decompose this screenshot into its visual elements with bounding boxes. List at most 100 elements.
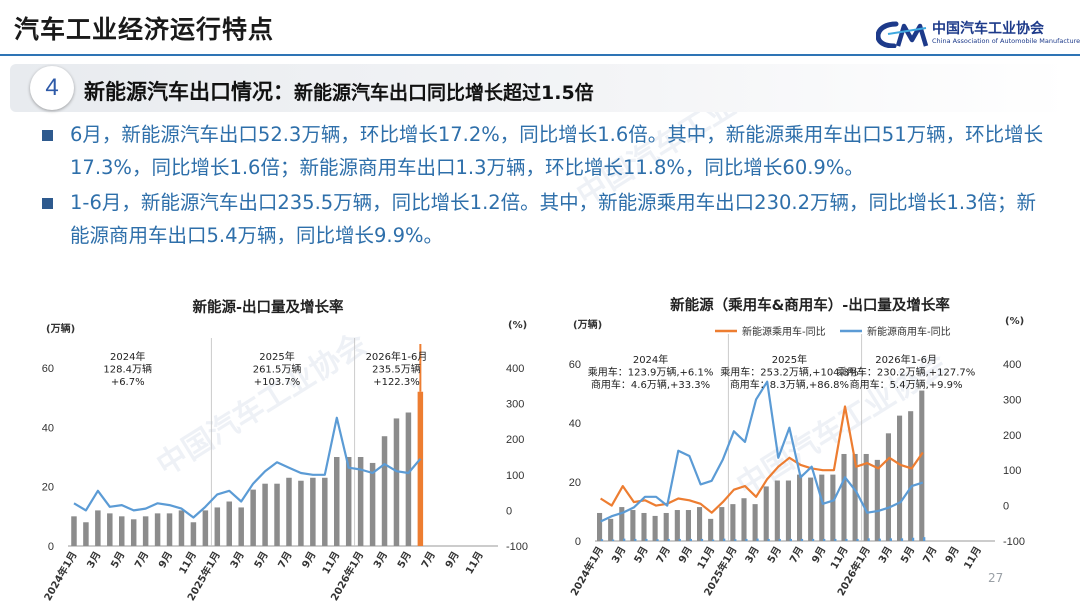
bar xyxy=(274,483,280,546)
bar xyxy=(774,480,780,541)
x-tick-label: 9月 xyxy=(943,545,962,566)
y-right-tick-label: 300 xyxy=(1003,394,1021,406)
bar xyxy=(393,418,400,546)
bar-secondary xyxy=(689,538,692,541)
bar-secondary xyxy=(645,538,648,541)
bar xyxy=(154,513,161,546)
annotation-text: +122.3% xyxy=(373,377,420,388)
bullet-square-icon xyxy=(42,198,53,209)
bar xyxy=(797,474,803,541)
annotation-text: 乘用车：123.9万辆,+6.1% xyxy=(588,366,714,379)
x-tick-label: 11月 xyxy=(320,550,342,577)
bar xyxy=(630,510,636,541)
bar-secondary xyxy=(600,539,604,541)
annotation-text: 235.5万辆 xyxy=(372,363,421,376)
y-right-tick-label: -100 xyxy=(506,541,528,553)
bar xyxy=(95,510,101,546)
bar-secondary xyxy=(734,539,737,541)
y-left-tick-label: 20 xyxy=(569,477,581,489)
x-tick-label: 9月 xyxy=(809,545,828,566)
x-tick-label: 3月 xyxy=(876,545,895,566)
y-left-unit-label: (万辆) xyxy=(573,318,602,331)
bullet-text: 1-6月，新能源汽车出口235.5万辆，同比增长1.2倍。其中，新能源乘用车出口… xyxy=(70,191,1037,247)
chart-nev-passenger-commercial: 新能源（乘用车&商用车）-出口量及增长率 (万辆) (%) 0 20 40 60 -100 0 1… xyxy=(555,290,1070,602)
chart-nev-exports: 新能源-出口量及增长率 (万辆) (%) 0 20 40 60 -100 0 100 200 300 4… xyxy=(28,290,528,603)
bar-secondary xyxy=(745,538,748,541)
bar xyxy=(741,498,747,541)
bar-secondary xyxy=(867,538,870,541)
bar xyxy=(322,477,328,546)
bar xyxy=(417,391,424,546)
bar-secondary xyxy=(611,539,615,541)
x-tick-label: 11月 xyxy=(177,550,199,577)
bar-secondary xyxy=(767,538,770,541)
bar xyxy=(785,480,791,541)
bar-secondary xyxy=(756,538,759,541)
x-tick-label: 7月 xyxy=(132,550,151,571)
y-right-tick-label: 100 xyxy=(506,470,524,482)
bar xyxy=(119,516,125,546)
x-tick-label: 9月 xyxy=(300,550,319,571)
bar-secondary xyxy=(834,538,837,541)
annotation-text: 2026年1-6月 xyxy=(875,353,937,366)
bar xyxy=(697,507,703,541)
bar-secondary xyxy=(778,538,781,541)
bar xyxy=(852,453,858,541)
legend-label: 新能源商用车-同比 xyxy=(867,325,951,338)
commercial-growth-line xyxy=(600,380,924,523)
title-bar: 汽车工业经济运行特点 中国汽车工业协会 China Association of… xyxy=(0,0,1080,62)
bar xyxy=(841,453,847,541)
x-tick-label: 9月 xyxy=(676,545,695,566)
bar xyxy=(202,510,209,546)
bar-secondary xyxy=(656,539,659,541)
bar-secondary xyxy=(678,538,681,541)
x-tick-label: 3月 xyxy=(371,550,390,571)
bar xyxy=(885,433,891,541)
bar-secondary xyxy=(789,538,792,541)
annotation-text: 2025年 xyxy=(259,350,294,363)
bar xyxy=(310,477,316,546)
bar xyxy=(286,477,292,546)
x-tick-label: 5月 xyxy=(632,545,651,566)
bar-secondary xyxy=(800,538,804,541)
annotation-text: +6.7% xyxy=(111,377,145,388)
bar xyxy=(919,390,925,541)
x-tick-label: 3月 xyxy=(609,545,628,566)
x-tick-label: 2024年1月 xyxy=(567,544,606,598)
x-tick-label: 2024年1月 xyxy=(41,549,80,603)
x-tick-label: 7月 xyxy=(276,550,295,571)
section-heading-main: 新能源汽车出口情况： xyxy=(84,80,294,104)
bar xyxy=(357,457,364,546)
y-left-unit-label: (万辆) xyxy=(46,322,75,335)
section-number: 4 xyxy=(30,66,74,110)
bar xyxy=(619,507,625,541)
bar-secondary xyxy=(711,539,715,541)
caam-logo-icon xyxy=(876,21,929,48)
y-right-tick-label: 400 xyxy=(506,363,524,375)
bar xyxy=(830,474,836,541)
bar xyxy=(719,507,725,541)
y-left-tick-label: 60 xyxy=(42,363,54,375)
logo-name-en: China Association of Automobile Manufact… xyxy=(932,37,1080,45)
bullet-item: 6月，新能源汽车出口52.3万辆，环比增长17.2%，同比增长1.6倍。其中，新… xyxy=(40,118,1050,184)
bar-secondary xyxy=(811,538,815,541)
x-tick-label: 9月 xyxy=(156,550,175,571)
bar-secondary xyxy=(845,538,848,541)
bar xyxy=(190,522,197,546)
growth-line xyxy=(73,416,422,519)
annotation-text: 2025年 xyxy=(772,353,807,366)
bar xyxy=(808,477,814,541)
bullet-item: 1-6月，新能源汽车出口235.5万辆，同比增长1.2倍。其中，新能源乘用车出口… xyxy=(40,186,1050,252)
annotation-text: 2024年 xyxy=(110,350,145,363)
bar-secondary xyxy=(623,538,626,541)
bar xyxy=(641,512,647,541)
y-right-tick-label: 300 xyxy=(506,399,524,411)
x-tick-label: 9月 xyxy=(443,550,462,571)
bar xyxy=(142,516,149,546)
bar-secondary xyxy=(889,538,892,541)
x-tick-label: 5月 xyxy=(252,550,271,571)
bar-secondary xyxy=(878,538,881,541)
bar xyxy=(250,489,256,546)
annotation-text: 2024年 xyxy=(633,353,668,366)
y-right-tick-label: 0 xyxy=(506,505,512,517)
